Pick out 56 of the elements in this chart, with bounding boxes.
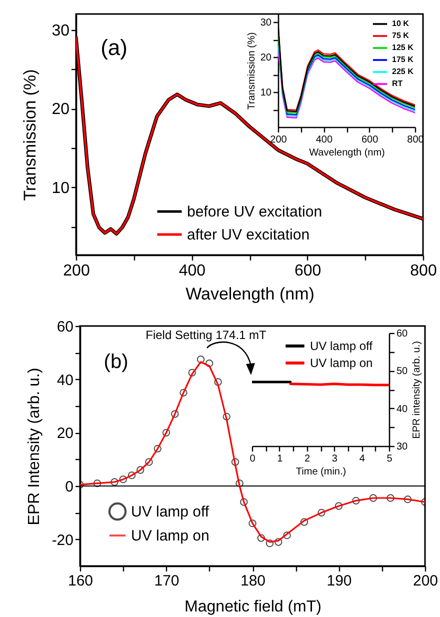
x-tick-label: 200 bbox=[270, 134, 288, 146]
x-tick-label: 1 bbox=[277, 454, 284, 464]
x-tick-label: 0 bbox=[250, 454, 256, 464]
y-axis-title: Transmission (%) bbox=[246, 32, 258, 110]
legend-label: 125 K bbox=[392, 43, 414, 52]
x-tick-label: 180 bbox=[240, 572, 266, 590]
x-tick-label: 170 bbox=[154, 572, 180, 590]
x-tick-label: 600 bbox=[361, 134, 379, 146]
y-axis-title: Transmission (%) bbox=[20, 69, 40, 201]
y-tick-label: 60 bbox=[396, 328, 408, 340]
y-tick-label: 10 bbox=[52, 180, 70, 197]
y-axis-title: EPR Intensity (arb. u.) bbox=[26, 368, 43, 526]
y-tick-label: 20 bbox=[56, 425, 74, 442]
y-tick-label: 20 bbox=[260, 52, 272, 64]
y-tick-label: 60 bbox=[56, 318, 74, 336]
legend-label: RT bbox=[392, 79, 403, 88]
legend-label: before UV excitation bbox=[187, 204, 322, 220]
x-tick-label: 200 bbox=[63, 262, 90, 280]
y-tick-label: 10 bbox=[260, 88, 272, 99]
x-tick-label: 400 bbox=[178, 262, 206, 280]
y-tick-label: 30 bbox=[396, 442, 408, 452]
annotation: (a) bbox=[100, 35, 128, 60]
legend-label: after UV excitation bbox=[187, 226, 310, 244]
x-tick-label: 5 bbox=[386, 454, 393, 464]
legend-label: UV lamp on bbox=[310, 356, 373, 370]
x-tick-label: 3 bbox=[332, 454, 338, 464]
x-axis-title: Wavelength (nm) bbox=[309, 148, 385, 158]
legend-label: 75 K bbox=[392, 31, 410, 40]
x-tick-label: 2 bbox=[304, 454, 311, 464]
legend-label: 10 K bbox=[392, 19, 410, 28]
x-tick-label: 600 bbox=[294, 262, 322, 280]
x-tick-label: 200 bbox=[412, 572, 438, 590]
legend-label: UV lamp off bbox=[310, 339, 374, 353]
y-tick-label: 30 bbox=[52, 22, 70, 40]
legend-label: 225 K bbox=[392, 67, 414, 76]
x-tick-label: 160 bbox=[68, 572, 94, 590]
y-tick-label: 40 bbox=[396, 404, 408, 415]
y-axis-title: EPR intensity (arb. u.) bbox=[412, 341, 423, 439]
legend-label: 175 K bbox=[392, 55, 414, 64]
x-tick-label: 190 bbox=[326, 572, 352, 590]
x-tick-label: 400 bbox=[316, 134, 333, 146]
x-axis-title: Magnetic field (mT) bbox=[184, 598, 322, 616]
legend-label: UV lamp off bbox=[131, 504, 210, 520]
y-tick-label: 0 bbox=[65, 478, 74, 496]
x-axis-title: Time (min.) bbox=[296, 466, 346, 478]
x-axis-title: Wavelength (nm) bbox=[186, 284, 314, 304]
legend-label: UV lamp on bbox=[131, 528, 210, 544]
y-tick-label: 50 bbox=[396, 366, 408, 378]
y-tick-label: 30 bbox=[260, 18, 272, 29]
y-tick-label: -20 bbox=[52, 532, 74, 549]
annotation: (b) bbox=[104, 351, 128, 373]
x-tick-label: 4 bbox=[359, 454, 366, 464]
y-tick-label: 40 bbox=[56, 372, 74, 389]
y-tick-label: 20 bbox=[52, 101, 70, 118]
annotation: Field Setting 174.1 mT bbox=[146, 328, 268, 342]
x-tick-label: 800 bbox=[410, 262, 437, 280]
